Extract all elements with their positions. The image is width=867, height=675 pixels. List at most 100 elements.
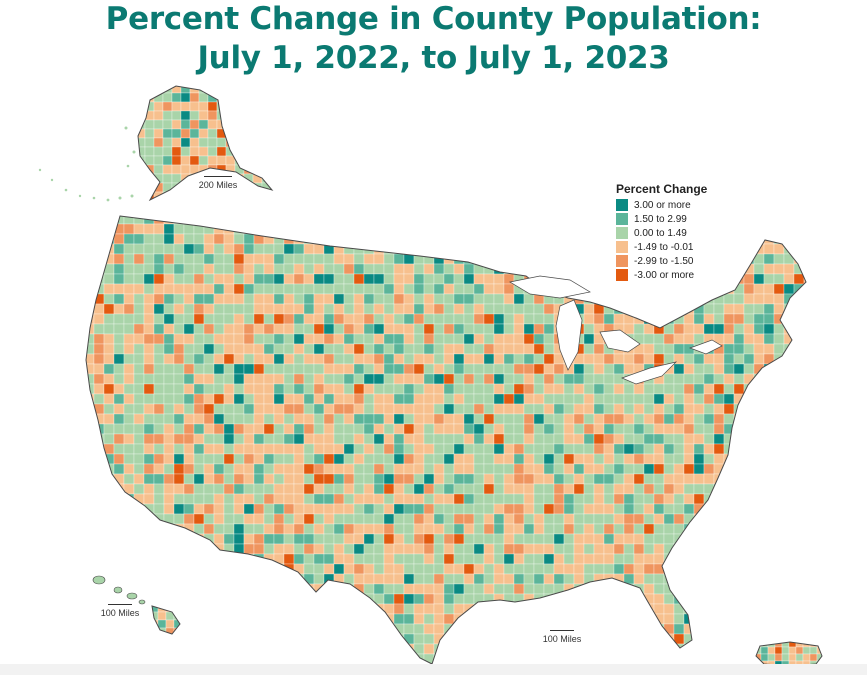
county-tile — [573, 443, 585, 455]
county-tile — [483, 313, 495, 325]
county-tile — [273, 383, 285, 395]
county-tile — [113, 333, 125, 345]
county-tile — [293, 583, 305, 595]
county-tile — [683, 293, 695, 305]
county-tile — [523, 603, 535, 615]
county-tile — [473, 383, 485, 395]
county-tile — [198, 92, 209, 103]
county-tile — [233, 253, 245, 265]
county-tile — [173, 313, 185, 325]
county-tile — [103, 543, 115, 555]
county-tile — [603, 563, 615, 575]
county-tile — [593, 343, 605, 355]
county-tile — [373, 423, 385, 435]
county-tile — [163, 353, 175, 365]
county-tile — [113, 323, 125, 335]
county-tile — [189, 191, 200, 200]
county-tile — [743, 353, 755, 365]
county-tile — [723, 643, 735, 655]
county-tile — [483, 543, 495, 555]
county-tile — [413, 553, 425, 565]
county-tile — [483, 633, 495, 645]
county-tile — [86, 273, 95, 285]
county-tile — [193, 453, 205, 465]
county-tile — [633, 423, 645, 435]
county-tile — [283, 533, 295, 545]
county-tile — [193, 583, 205, 595]
county-tile — [373, 583, 385, 595]
county-tile — [763, 513, 775, 525]
county-tile — [133, 543, 145, 555]
county-tile — [643, 653, 655, 664]
county-tile — [563, 533, 575, 545]
county-tile — [383, 653, 395, 664]
county-tile — [233, 533, 245, 545]
county-tile — [593, 223, 605, 235]
county-tile — [613, 613, 625, 625]
county-tile — [703, 593, 715, 605]
county-tile — [303, 643, 315, 655]
county-tile — [583, 413, 595, 425]
county-tile — [773, 413, 785, 425]
county-tile — [223, 613, 235, 625]
county-tile — [253, 303, 265, 315]
county-tile — [723, 373, 735, 385]
county-tile — [173, 423, 185, 435]
county-tile — [193, 233, 205, 245]
county-tile — [252, 92, 263, 103]
county-tile — [781, 642, 790, 648]
county-tile — [523, 473, 535, 485]
county-tile — [463, 383, 475, 395]
county-tile — [793, 323, 805, 335]
county-tile — [713, 483, 725, 495]
county-tile — [723, 303, 735, 315]
county-tile — [323, 413, 335, 425]
county-tile — [763, 483, 775, 495]
county-tile — [413, 273, 425, 285]
county-tile — [483, 503, 495, 515]
county-tile — [273, 353, 285, 365]
county-tile — [263, 293, 275, 305]
county-tile — [763, 493, 775, 505]
county-tile — [152, 606, 159, 613]
county-tile — [553, 233, 565, 245]
county-tile — [413, 523, 425, 535]
county-tile — [213, 343, 225, 355]
county-tile — [783, 613, 795, 625]
county-tile — [303, 273, 315, 285]
county-tile — [253, 283, 265, 295]
county-tile — [171, 155, 182, 166]
county-tile — [503, 593, 515, 605]
county-tile — [503, 233, 515, 245]
county-tile — [563, 433, 575, 445]
county-tile — [243, 363, 255, 375]
county-tile — [343, 523, 355, 535]
county-tile — [353, 543, 365, 555]
county-tile — [503, 493, 515, 505]
county-tile — [593, 253, 605, 265]
county-tile — [333, 223, 345, 235]
county-tile — [413, 463, 425, 475]
county-tile — [273, 283, 285, 295]
county-tile — [653, 583, 665, 595]
county-tile — [223, 463, 235, 475]
county-tile — [783, 473, 795, 485]
county-tile — [593, 273, 605, 285]
county-tile — [133, 523, 145, 535]
county-tile — [93, 653, 105, 664]
county-tile — [207, 137, 218, 148]
county-tile — [513, 533, 525, 545]
county-tile — [763, 453, 775, 465]
county-tile — [303, 263, 315, 275]
county-tile — [653, 483, 665, 495]
county-tile — [144, 182, 155, 193]
county-tile — [443, 353, 455, 365]
county-tile — [363, 343, 375, 355]
county-tile — [123, 653, 135, 664]
county-tile — [563, 603, 575, 615]
county-tile — [203, 216, 215, 225]
county-tile — [373, 223, 385, 235]
county-tile — [93, 503, 105, 515]
county-tile — [353, 573, 365, 585]
county-tile — [203, 513, 215, 525]
